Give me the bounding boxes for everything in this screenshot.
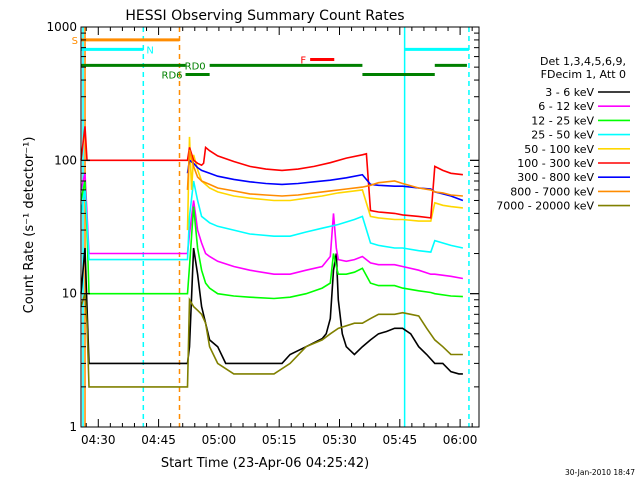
series-line-4	[186, 136, 463, 231]
legend-label-6: 300 - 800 keV	[517, 171, 594, 184]
series-line-2	[80, 180, 463, 300]
x-tick-label-0515: 05:15	[262, 433, 297, 447]
state-label-rd0: RD0	[185, 61, 206, 72]
axis-frame	[80, 26, 480, 428]
legend-label-7: 800 - 7000 keV	[510, 185, 594, 198]
legend-label-2: 12 - 25 keV	[531, 114, 594, 127]
state-label-rd6: RD6	[162, 71, 183, 82]
y-tick-label-10: 10	[62, 287, 77, 301]
legend-header-line-1: Det 1,3,4,5,6,9,	[540, 55, 626, 68]
x-tick-label-0445: 04:45	[141, 433, 176, 447]
x-axis-label: Start Time (23-Apr-06 04:25:42)	[161, 456, 369, 471]
series-line-0	[80, 247, 463, 375]
x-tick-label-0600: 06:00	[443, 433, 478, 447]
legend-label-4: 50 - 100 keV	[524, 143, 594, 156]
y-axis-label: Count Rate (s⁻¹ detector⁻¹)	[22, 137, 37, 314]
state-label-f: F	[300, 56, 306, 67]
series-line-1	[80, 173, 464, 280]
legend-label-5: 100 - 300 keV	[517, 157, 594, 170]
chart-title: HESSI Observing Summary Count Rates	[125, 8, 404, 24]
legend-header-line-2: FDecim 1, Att 0	[541, 68, 626, 81]
y-tick-label-100: 100	[54, 153, 77, 167]
footer-timestamp: 30-Jan-2010 18:47	[565, 468, 635, 477]
legend: Det 1,3,4,5,6,9, FDecim 1, Att 0 3 - 6 k…	[496, 55, 630, 213]
x-tick-label-0430: 04:30	[81, 433, 116, 447]
series-line-7	[186, 149, 463, 197]
y-tick-label-1000: 1000	[46, 20, 77, 34]
x-tick-label-0500: 05:00	[202, 433, 237, 447]
series-line-8	[80, 293, 463, 388]
state-label-s: S	[72, 36, 78, 47]
legend-label-8: 7000 - 20000 keV	[496, 200, 594, 213]
series-line-3	[80, 180, 464, 261]
state-label-n: N	[146, 45, 153, 56]
series-line-5	[80, 126, 463, 219]
y-tick-label-1: 1	[69, 420, 77, 434]
x-tick-label-0530: 05:30	[322, 433, 357, 447]
legend-label-0: 3 - 6 keV	[545, 86, 594, 99]
legend-label-1: 6 - 12 keV	[538, 100, 594, 113]
legend-label-3: 25 - 50 keV	[531, 129, 594, 142]
x-tick-label-0545: 05:45	[383, 433, 418, 447]
